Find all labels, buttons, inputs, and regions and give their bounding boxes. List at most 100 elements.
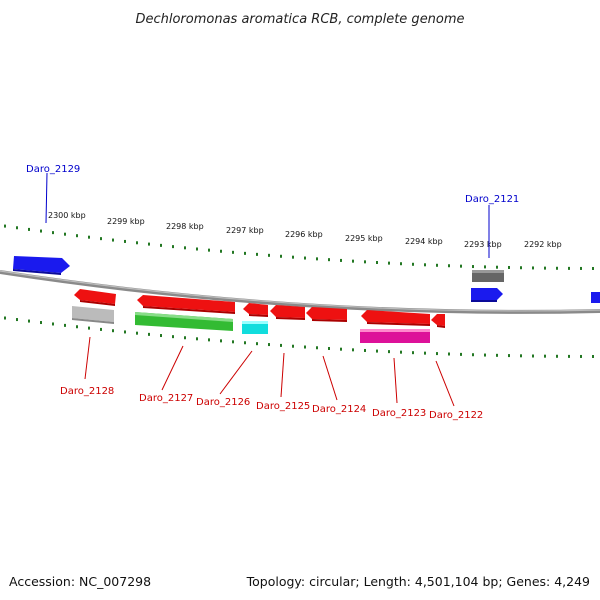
gene-label[interactable]: Daro_2129 — [26, 164, 80, 175]
minor-tick — [352, 348, 354, 352]
minor-tick — [52, 322, 54, 326]
gene-daro-2125[interactable] — [270, 305, 305, 320]
minor-tick — [16, 226, 18, 230]
lower-scale-track — [4, 316, 594, 358]
gene-daro-2126[interactable] — [243, 303, 268, 317]
gene-label[interactable]: Daro_2121 — [465, 194, 519, 205]
minor-tick — [376, 261, 378, 265]
gene-daro-2122[interactable] — [431, 314, 445, 328]
minor-tick — [148, 332, 150, 336]
minor-tick — [316, 346, 318, 350]
gene-daro-2128[interactable] — [74, 289, 116, 306]
minor-tick — [172, 335, 174, 339]
minor-tick — [556, 354, 558, 358]
minor-tick — [388, 261, 390, 265]
minor-tick — [340, 258, 342, 262]
minor-tick — [64, 323, 66, 327]
minor-tick — [448, 352, 450, 356]
minor-tick — [496, 353, 498, 357]
minor-tick — [424, 263, 426, 267]
minor-tick — [184, 246, 186, 250]
gene-daro-2129[interactable] — [13, 256, 70, 275]
minor-tick — [268, 343, 270, 347]
gene-label[interactable]: Daro_2128 — [60, 386, 114, 397]
minor-tick — [208, 248, 210, 252]
minor-tick — [220, 339, 222, 343]
minor-tick — [196, 337, 198, 341]
gene-labels-top: Daro_2129 Daro_2121 — [26, 164, 519, 205]
minor-tick — [544, 354, 546, 358]
minor-tick — [232, 250, 234, 254]
minor-tick — [76, 234, 78, 238]
gene-daro-2124[interactable] — [306, 307, 347, 322]
minor-tick — [136, 331, 138, 335]
minor-tick — [280, 343, 282, 347]
gene-cyan-2126[interactable] — [242, 321, 268, 334]
minor-tick — [76, 325, 78, 329]
gene-gray-top[interactable] — [472, 270, 504, 282]
tick-label: 2295 kbp — [345, 234, 383, 243]
gene-label[interactable]: Daro_2125 — [256, 401, 310, 412]
minor-tick — [112, 238, 114, 242]
minor-tick — [448, 264, 450, 268]
minor-tick — [16, 318, 18, 322]
minor-tick — [4, 224, 6, 228]
minor-tick — [172, 245, 174, 249]
minor-tick — [592, 354, 594, 358]
minor-tick — [304, 256, 306, 260]
gene-gray-2128[interactable] — [72, 306, 114, 324]
gene-magenta-2123[interactable] — [360, 329, 430, 343]
gene-label[interactable]: Daro_2127 — [139, 393, 193, 404]
gene-labels-bottom: Daro_2128 Daro_2127 Daro_2126 Daro_2125 … — [60, 386, 483, 421]
minor-tick — [400, 262, 402, 266]
minor-tick — [316, 257, 318, 261]
minor-tick — [148, 242, 150, 246]
minor-tick — [532, 266, 534, 270]
gene-label[interactable]: Daro_2126 — [196, 397, 250, 408]
gene-green-2127[interactable] — [135, 312, 233, 331]
minor-tick — [136, 241, 138, 245]
gene-edge-right[interactable] — [591, 292, 600, 303]
minor-tick — [88, 326, 90, 330]
minor-tick — [160, 243, 162, 247]
minor-tick — [220, 249, 222, 253]
tick-label: 2298 kbp — [166, 222, 204, 231]
minor-tick — [376, 349, 378, 353]
gene-label[interactable]: Daro_2123 — [372, 408, 426, 419]
genome-summary-text: Topology: circular; Length: 4,501,104 bp… — [246, 574, 590, 589]
minor-tick — [508, 265, 510, 269]
upper-scale-track — [4, 224, 594, 270]
gene-daro-2123[interactable] — [361, 310, 430, 326]
minor-tick — [196, 247, 198, 251]
gene-daro-2121[interactable] — [471, 288, 503, 302]
minor-tick — [472, 265, 474, 269]
minor-tick — [328, 346, 330, 350]
minor-tick — [424, 351, 426, 355]
minor-tick — [484, 353, 486, 357]
minor-tick — [388, 350, 390, 354]
minor-tick — [244, 251, 246, 255]
genome-title: Dechloromonas aromatica RCB, complete ge… — [135, 12, 464, 27]
label-leaders — [45, 172, 490, 407]
gene-daro-2127[interactable] — [137, 295, 235, 314]
tick-label: 2299 kbp — [107, 217, 145, 226]
minor-tick — [28, 319, 30, 323]
minor-tick — [436, 352, 438, 356]
minor-tick — [580, 354, 582, 358]
gene-label[interactable]: Daro_2124 — [312, 404, 366, 415]
accession-text: Accession: NC_007298 — [9, 574, 151, 589]
gene-label[interactable]: Daro_2122 — [429, 410, 483, 421]
minor-tick — [4, 316, 6, 320]
tick-label: 2292 kbp — [524, 240, 562, 249]
minor-tick — [592, 266, 594, 270]
minor-tick — [364, 260, 366, 264]
minor-tick — [460, 352, 462, 356]
minor-tick — [52, 231, 54, 235]
minor-tick — [88, 235, 90, 239]
minor-tick — [496, 265, 498, 269]
minor-tick — [484, 265, 486, 269]
minor-tick — [40, 229, 42, 233]
tick-label: 2300 kbp — [48, 211, 86, 220]
minor-tick — [280, 254, 282, 258]
minor-tick — [412, 351, 414, 355]
